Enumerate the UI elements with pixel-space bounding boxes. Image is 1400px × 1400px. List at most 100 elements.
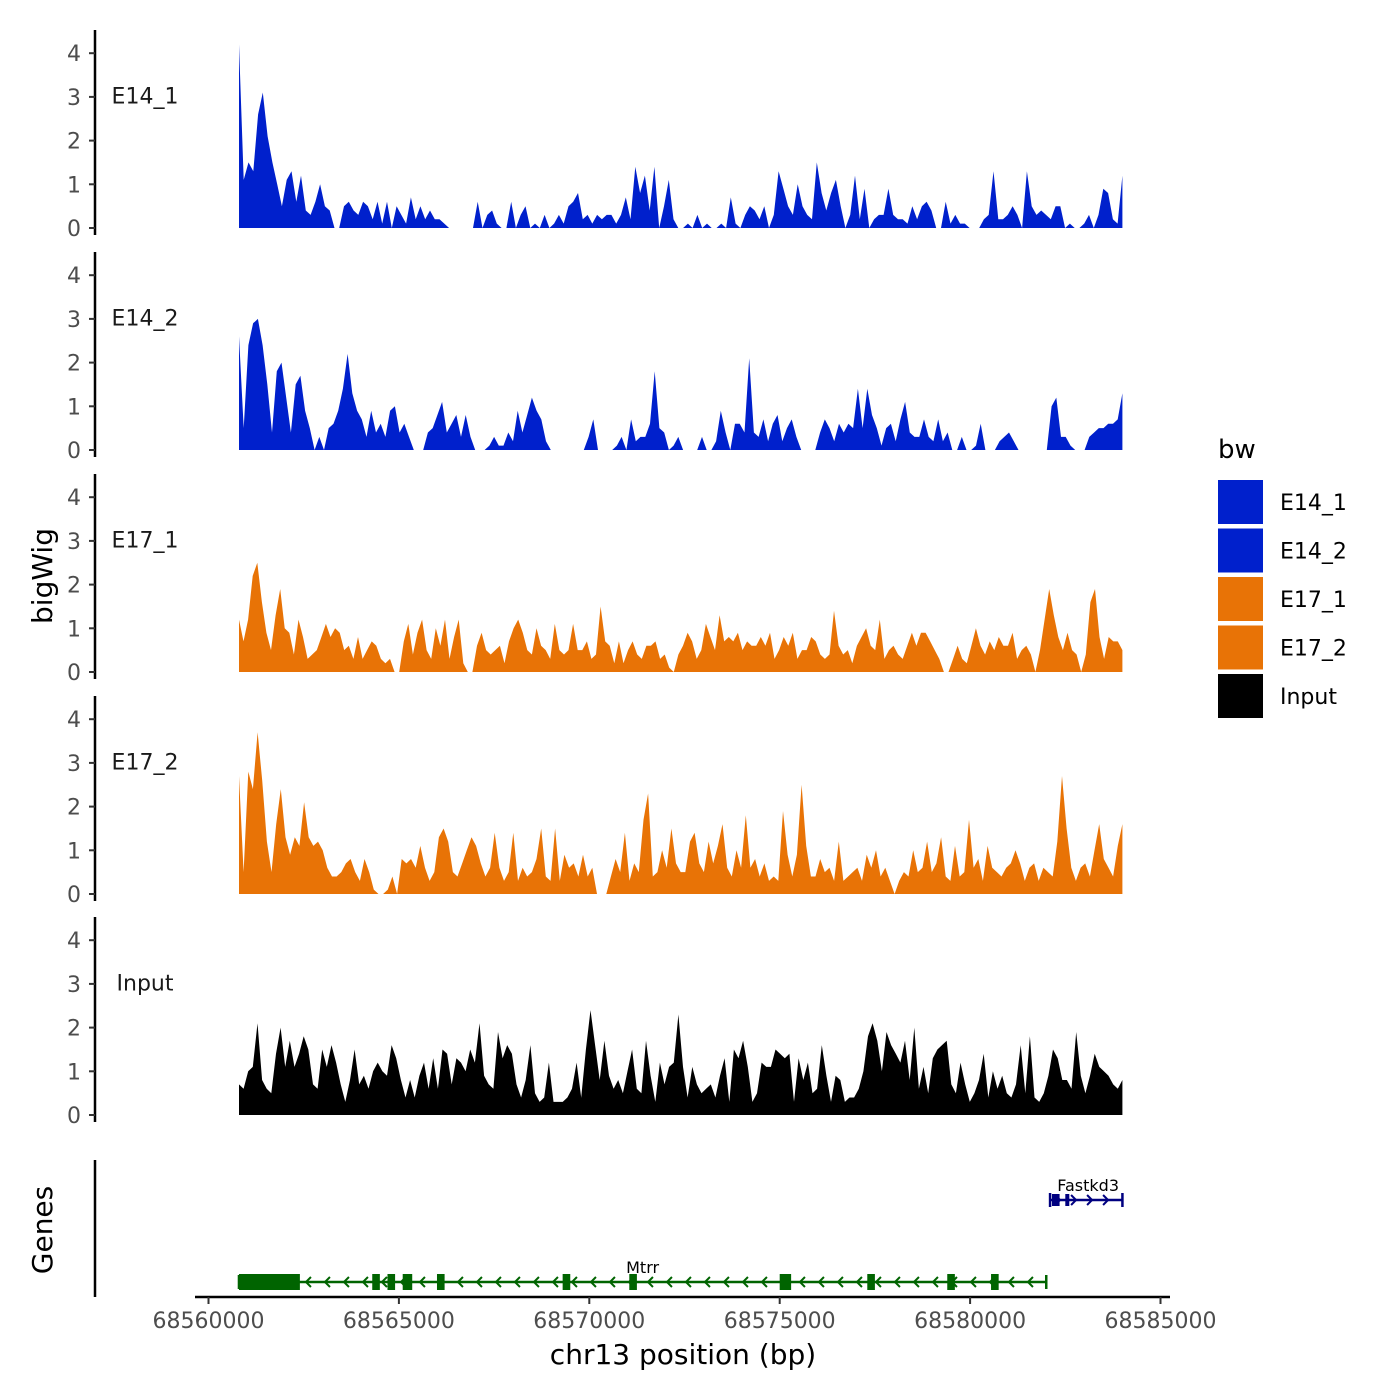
y-tick-label: 0	[67, 217, 81, 242]
legend-label: Input	[1280, 685, 1337, 710]
strand-arrow	[551, 1276, 559, 1288]
exon	[372, 1274, 380, 1290]
legend-label: E14_1	[1280, 491, 1347, 516]
y-tick-label: 4	[67, 486, 81, 511]
signal-area-input	[239, 1010, 1123, 1115]
strand-arrow	[855, 1276, 863, 1288]
exon	[387, 1274, 396, 1290]
y-tick-label: 3	[67, 752, 81, 777]
strand-arrow	[323, 1276, 331, 1288]
y-tick-label: 2	[67, 1017, 81, 1042]
exon	[779, 1274, 792, 1290]
strand-arrow	[969, 1276, 977, 1288]
strand-arrow	[513, 1276, 521, 1288]
exon	[436, 1274, 445, 1290]
legend-swatch	[1218, 674, 1263, 718]
x-tick-label: 68585000	[1105, 1309, 1217, 1334]
y-tick-label: 3	[67, 86, 81, 111]
y-tick-label: 1	[67, 1060, 81, 1085]
exon	[947, 1274, 955, 1290]
legend: bw E14_1 E14_2 E17_1 E17_2 Input	[1218, 435, 1347, 718]
strand-arrow	[1070, 1194, 1078, 1206]
y-tick-label: 4	[67, 708, 81, 733]
strand-arrow	[741, 1276, 749, 1288]
strand-arrow	[380, 1276, 388, 1288]
x-axis-title: chr13 position (bp)	[550, 1338, 816, 1371]
strand-arrow	[912, 1276, 920, 1288]
gene-label: Fastkd3	[1057, 1176, 1119, 1195]
legend-label: E17_2	[1280, 637, 1347, 662]
x-tick-label: 68565000	[343, 1309, 455, 1334]
strand-arrow	[836, 1276, 844, 1288]
strand-arrow	[570, 1276, 578, 1288]
y-tick-label: 4	[67, 929, 81, 954]
y-axis-title: bigWig	[26, 528, 59, 624]
x-axis: 68560000 68565000 68570000 68575000 68580000…	[153, 1295, 1217, 1334]
y-tick-label: 4	[67, 264, 81, 289]
gene-mtrr: Mtrr	[237, 1258, 1048, 1290]
strand-arrow	[646, 1276, 654, 1288]
strand-arrow	[418, 1276, 426, 1288]
signal-area-e17_2	[239, 732, 1123, 894]
strand-arrow	[665, 1276, 673, 1288]
strand-arrow	[608, 1276, 616, 1288]
strand-arrow	[703, 1276, 711, 1288]
y-tick-label: 2	[67, 352, 81, 377]
exon	[562, 1274, 571, 1290]
strand-arrow	[532, 1276, 540, 1288]
strand-arrow	[1086, 1194, 1094, 1206]
signal-area-e14_2	[239, 318, 1123, 450]
signal-area-e17_1	[239, 562, 1123, 672]
exon	[402, 1274, 413, 1290]
strand-arrow	[342, 1276, 350, 1288]
x-tick-label: 68570000	[533, 1309, 645, 1334]
track-label: E17_1	[112, 528, 179, 553]
strand-arrow	[1102, 1194, 1110, 1206]
track-e17_1: 0 1 2 3 4 E17_1	[67, 474, 1123, 686]
exon	[238, 1274, 300, 1290]
track-label: E17_2	[112, 750, 179, 775]
gene-label: Mtrr	[626, 1258, 659, 1277]
strand-arrow	[817, 1276, 825, 1288]
signal-area-e14_1	[239, 44, 1123, 228]
genes-track-title: Genes	[26, 1186, 59, 1274]
strand-arrow	[722, 1276, 730, 1288]
strand-arrow	[684, 1276, 692, 1288]
legend-swatch	[1218, 625, 1263, 670]
legend-label: E17_1	[1280, 588, 1347, 613]
y-tick-label: 0	[67, 1104, 81, 1129]
y-tick-label: 0	[67, 439, 81, 464]
strand-arrow	[1026, 1276, 1034, 1288]
y-tick-label: 1	[67, 617, 81, 642]
strand-arrow	[475, 1276, 483, 1288]
legend-label: E14_2	[1280, 540, 1347, 565]
signal-tracks: 0 1 2 3 4 E14_1 0 1 2 3 4 E14_2 0 1 2 3 4 E17_1 0 1 2 3 4 E17_2…	[67, 30, 1123, 1129]
legend-title: bw	[1218, 435, 1256, 465]
strand-arrow	[931, 1276, 939, 1288]
track-e17_2: 0 1 2 3 4 E17_2	[67, 696, 1123, 908]
track-input: 0 1 2 3 4 Input	[67, 917, 1123, 1129]
y-tick-label: 3	[67, 530, 81, 555]
y-tick-label: 3	[67, 973, 81, 998]
track-label: Input	[117, 971, 174, 996]
y-tick-label: 1	[67, 839, 81, 864]
track-label: E14_2	[112, 306, 179, 331]
strand-arrow	[304, 1276, 312, 1288]
strand-arrow	[893, 1276, 901, 1288]
legend-swatch	[1218, 528, 1263, 573]
strand-arrow	[798, 1276, 806, 1288]
y-tick-label: 4	[67, 42, 81, 67]
legend-swatch	[1218, 480, 1263, 524]
y-tick-label: 0	[67, 883, 81, 908]
strand-arrow	[874, 1276, 882, 1288]
strand-arrow	[361, 1276, 369, 1288]
strand-arrow	[1007, 1276, 1015, 1288]
strand-arrow	[760, 1276, 768, 1288]
x-tick-label: 68580000	[914, 1309, 1026, 1334]
strand-arrow	[494, 1276, 502, 1288]
track-e14_1: 0 1 2 3 4 E14_1	[67, 30, 1123, 242]
y-tick-label: 3	[67, 308, 81, 333]
exon	[1051, 1194, 1060, 1206]
